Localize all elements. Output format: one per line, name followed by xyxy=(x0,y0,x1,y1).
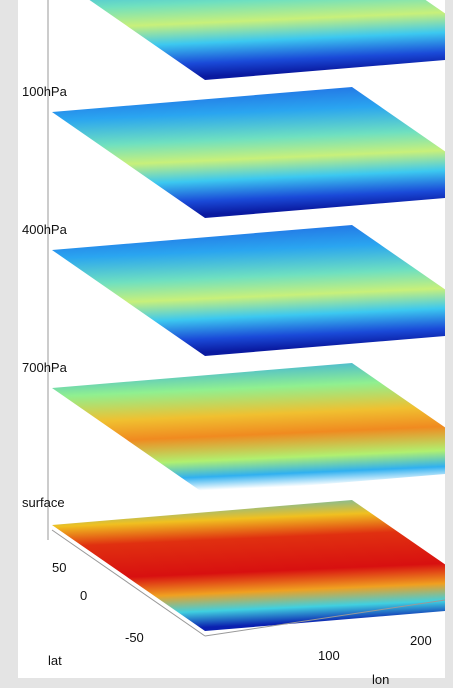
lat-tick: 50 xyxy=(52,560,66,575)
lon-tick: 100 xyxy=(318,648,340,663)
level-label: 700hPa xyxy=(22,360,68,375)
level-label: 400hPa xyxy=(22,222,68,237)
lat-label: lat xyxy=(48,653,62,668)
level-label: surface xyxy=(22,495,65,510)
figure: 100hPa 400hPa 700hPa surface 50 0 -50 10… xyxy=(0,0,453,688)
lat-tick: -50 xyxy=(125,630,144,645)
lon-label: lon xyxy=(372,672,389,687)
level-label: 100hPa xyxy=(22,84,68,99)
lat-tick: 0 xyxy=(80,588,87,603)
lon-tick: 200 xyxy=(410,633,432,648)
